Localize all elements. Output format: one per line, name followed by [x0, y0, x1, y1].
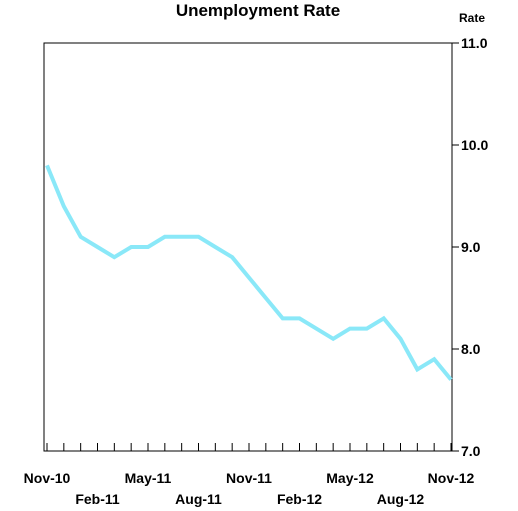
plot-area-frame [43, 42, 453, 452]
y-tick-label: 10.0 [461, 137, 488, 153]
y-tick-label: 7.0 [461, 443, 481, 459]
series-line [45, 164, 453, 381]
x-tick-label: Feb-12 [277, 491, 322, 507]
x-tick-label: May-12 [326, 470, 374, 486]
y-tick-label: 11.0 [461, 35, 488, 51]
x-tick-label: Nov-11 [226, 470, 272, 486]
x-tick-label: Nov-12 [428, 470, 475, 486]
x-tick-label: Nov-10 [24, 470, 71, 486]
x-tick-label: Aug-12 [377, 491, 425, 507]
chart-title: Unemployment Rate [176, 1, 340, 20]
x-axis: Nov-10 May-11 Nov-11 May-12 Nov-12 Feb-11 Aug-… [24, 443, 475, 507]
x-tick-label: Aug-11 [175, 491, 222, 507]
y-tick-label: 9.0 [461, 239, 481, 255]
y-axis-label: Rate [459, 11, 485, 25]
y-tick-label: 8.0 [461, 341, 481, 357]
x-tick-label: May-11 [125, 470, 172, 486]
y-axis: 7.0 8.0 9.0 10.0 11.0 [452, 35, 488, 459]
series-layer [45, 164, 453, 381]
x-tick-label: Feb-11 [75, 491, 120, 507]
